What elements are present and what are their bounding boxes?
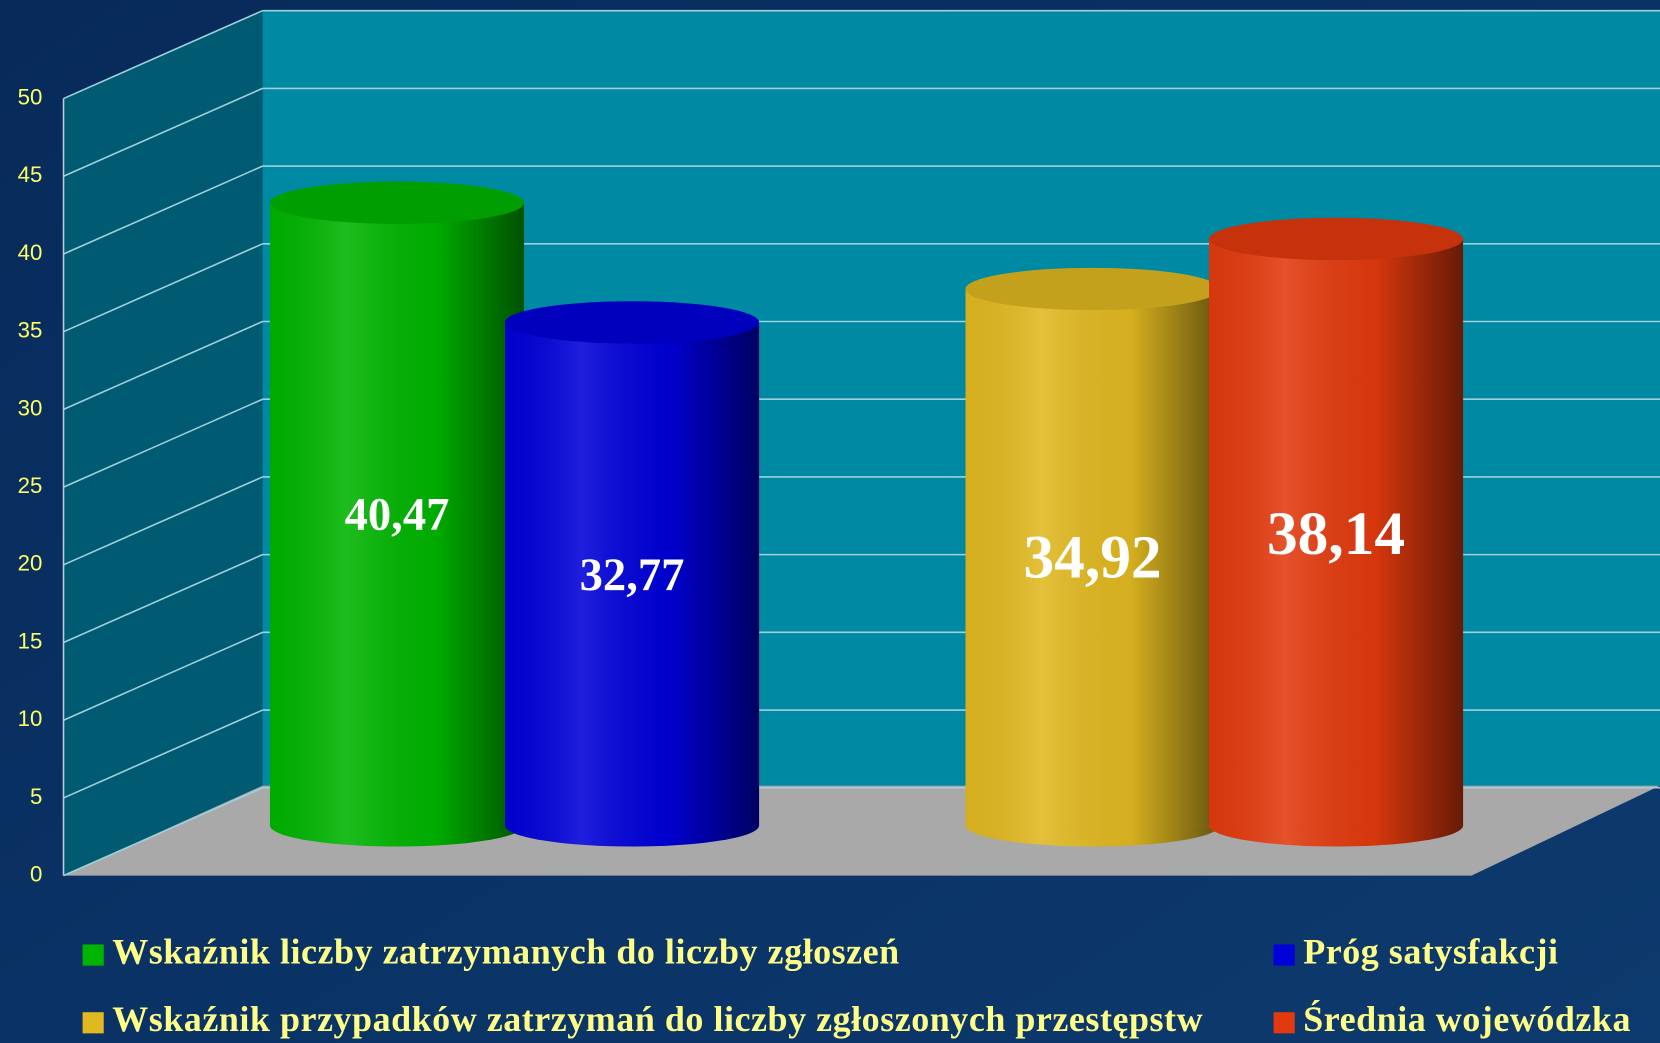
grid-line [63,787,263,877]
grid-line [63,631,263,721]
cylinder-top-shade [965,267,1220,311]
grid-line [63,553,263,644]
legend-swatch [1273,1012,1295,1034]
grid-line [63,165,263,255]
y-tick-label: 30 [18,395,43,420]
value-label: 40,47 [345,489,450,541]
y-tick-label: 5 [30,784,42,809]
grid-line [63,9,263,100]
grid-line [63,476,263,566]
cylinder [269,181,525,847]
grid-line [63,320,263,411]
legend-swatch [1273,944,1295,966]
legend-label: Wskaźnik przypadków zatrzymań do liczby … [112,999,1203,1039]
value-label: 32,77 [580,549,685,601]
y-tick-label: 45 [18,162,43,187]
legend-label: Wskaźnik liczby zatrzymanych do liczby z… [112,931,900,971]
y-tick-label: 35 [18,318,43,343]
legend-label: Średnia wojewódzka [1303,999,1631,1039]
y-tick-label: 15 [18,628,43,653]
y-tick-label: 10 [18,706,43,731]
y-tick-label: 20 [18,551,43,576]
grid-line [63,398,263,488]
bar-shade [965,288,1220,826]
cylinder-top-shade [1209,217,1464,261]
bar-shade [504,322,760,826]
bar-shade [1209,238,1464,826]
grid-line [63,87,263,177]
cylinder-top [1209,217,1464,261]
cylinder-top [269,181,525,224]
y-tick-label: 25 [18,473,43,498]
grid-line [63,243,263,333]
cylinder-top [504,301,760,344]
cylinder-top [965,267,1220,311]
grid-line [63,709,263,799]
value-label: 38,14 [1267,500,1405,568]
legend-label: Próg satysfakcji [1303,931,1558,971]
cylinder-top-shade [269,181,525,224]
y-tick-label: 0 [30,862,42,887]
legend-swatch [82,944,104,966]
cylinder [965,267,1220,847]
cylinder [1209,217,1464,847]
value-label: 34,92 [1023,523,1161,591]
legend-swatch [82,1012,104,1034]
y-tick-label: 40 [18,240,43,265]
bar-shade [269,202,525,826]
cylinder [504,301,760,847]
cylinder-top-shade [504,301,760,344]
y-tick-label: 50 [18,84,43,109]
